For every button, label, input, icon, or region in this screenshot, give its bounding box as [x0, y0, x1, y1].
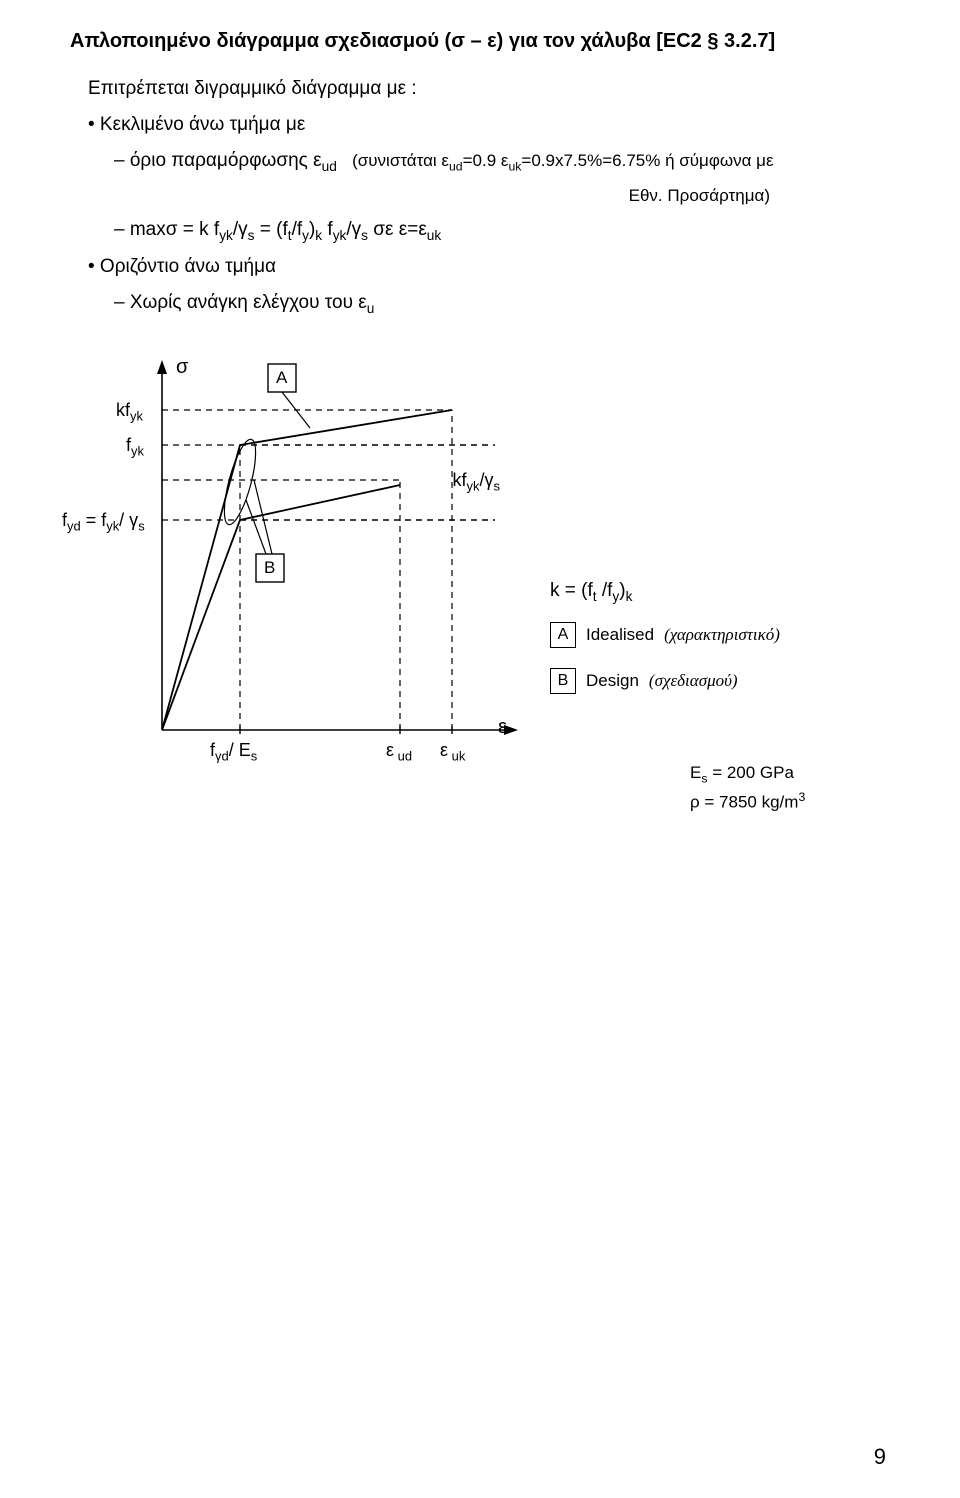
line-top-branch: • Κεκλιμένο άνω τμήμα με	[88, 107, 890, 143]
legend-B-box: B	[550, 668, 576, 694]
note-right: Εθν. Προσάρτημα)	[88, 180, 770, 212]
t: – maxσ = k f	[114, 219, 219, 240]
legend-A-text: Idealised	[586, 625, 654, 645]
t: σε ε=ε	[368, 219, 427, 240]
note: (συνιστάται εud=0.9 εuk=0.9x7.5%=6.75% ή…	[352, 151, 773, 170]
t: /γ	[346, 219, 361, 240]
s: k	[626, 589, 633, 604]
s: y	[302, 228, 309, 243]
s: s	[361, 228, 368, 243]
n1: (συνιστάται ε	[352, 151, 449, 170]
legend-B: B Design (σχεδιασμού)	[550, 668, 738, 694]
s: uk	[427, 228, 441, 243]
s: yk	[131, 444, 144, 459]
box-A-letter: A	[276, 368, 287, 388]
legend-B-text: Design	[586, 671, 639, 691]
t: ε	[440, 740, 448, 760]
t: ε	[386, 740, 394, 760]
k-equation: k = (ft /fy)k	[550, 580, 632, 604]
n2: =0.9 ε	[463, 151, 509, 170]
legend-A-note: (χαρακτηριστικό)	[664, 625, 780, 645]
axis-eps-label: ε	[498, 716, 507, 739]
line-maxsigma: – maxσ = k fyk/γs = (ft/fy)k fyk/γs σε ε…	[114, 212, 890, 249]
legend-B-note: (σχεδιασμού)	[649, 671, 738, 691]
t: E	[690, 763, 701, 782]
t: /γ	[480, 470, 494, 490]
t: /γ	[233, 219, 248, 240]
t: k = (f	[550, 580, 593, 601]
s: yk	[130, 409, 143, 424]
line-eud: – όριο παραμόρφωσης εud (συνιστάται εud=…	[114, 143, 890, 180]
page-title: Απλοποιημένο διάγραμμα σχεδιασμού (σ – ε…	[70, 30, 890, 53]
t: ρ = 7850 kg/m	[690, 792, 798, 811]
sub: ud	[322, 159, 337, 174]
legend-A-box: A	[550, 622, 576, 648]
legend-A: A Idealised (χαρακτηριστικό)	[550, 622, 780, 648]
t: = (f	[254, 219, 287, 240]
t: / E	[229, 740, 251, 760]
t: f	[322, 219, 333, 240]
line-intro: Επιτρέπεται διγραμμικό διάγραμμα με :	[88, 71, 890, 107]
t: = 200 GPa	[707, 763, 793, 782]
t: kf	[453, 470, 467, 490]
eq: k = (ft /fy)k	[550, 580, 632, 604]
t: kf	[116, 400, 130, 420]
t: /f	[597, 580, 613, 601]
page-number: 9	[874, 1444, 886, 1470]
n3: =0.9x7.5%=6.75% ή σύμφωνα με	[521, 151, 773, 170]
s: s	[251, 749, 257, 764]
s: yk	[467, 479, 480, 494]
s: yk	[106, 519, 119, 534]
t: – Χωρίς ανάγκη ελέγχου του ε	[114, 292, 367, 313]
x-tick-eud: ε ud	[386, 740, 412, 764]
t: = f	[81, 510, 107, 530]
y-tick-fyk: fyk	[126, 435, 144, 459]
x-tick-fyd-es: fγd/ Es	[210, 740, 257, 764]
es-line: Es = 200 GPa	[690, 760, 805, 788]
material-constants: Es = 200 GPa ρ = 7850 kg/m3	[690, 760, 805, 815]
s: yk	[219, 228, 233, 243]
body-text: Επιτρέπεται διγραμμικό διάγραμμα με : • …	[88, 71, 890, 322]
s: uk	[448, 749, 465, 764]
stress-strain-diagram: σ kfyk fyk kfyk/γs fyd = fyk/ γs fγd/ Es…	[70, 350, 890, 810]
y-tick-fyd: fyd = fyk/ γs	[62, 510, 145, 534]
s: yk	[333, 228, 347, 243]
line-horiz: • Οριζόντιο άνω τμήμα	[88, 249, 890, 285]
s: ud	[394, 749, 412, 764]
y-tick-kfyk-gs: kfyk/γs	[453, 470, 500, 494]
t: / γ	[119, 510, 138, 530]
box-B-letter: B	[264, 558, 275, 578]
t: /f	[292, 219, 303, 240]
y-tick-kfyk: kfyk	[116, 400, 143, 424]
rho-line: ρ = 7850 kg/m3	[690, 788, 805, 815]
txt: – όριο παραμόρφωσης ε	[114, 150, 322, 171]
axis-sigma-label: σ	[176, 356, 188, 379]
s2: uk	[508, 160, 521, 174]
s1: ud	[449, 160, 463, 174]
s: γd	[215, 749, 229, 764]
x-tick-euk: ε uk	[440, 740, 465, 764]
s: yd	[67, 519, 81, 534]
s: 3	[798, 790, 805, 804]
line-no-check: – Χωρίς ανάγκη ελέγχου του εu	[114, 285, 890, 322]
s: s	[138, 519, 144, 534]
s: s	[494, 479, 500, 494]
s: u	[367, 301, 375, 316]
